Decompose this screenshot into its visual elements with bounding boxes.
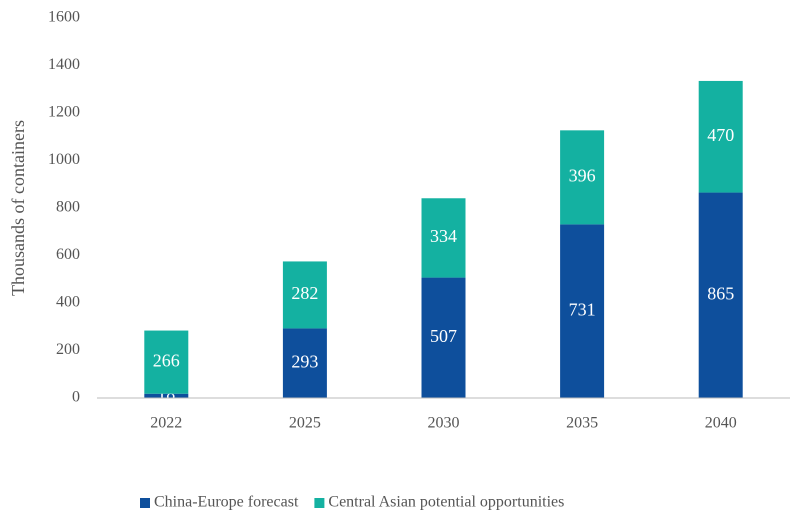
x-tick-label: 2040 (705, 415, 737, 432)
value-label: 282 (291, 283, 318, 303)
value-label: 865 (707, 283, 734, 303)
legend-swatch (314, 498, 325, 508)
x-tick-label: 2022 (150, 415, 182, 432)
bar-segment (421, 277, 466, 398)
x-tick-label: 2035 (566, 415, 598, 432)
y-tick-label: 200 (56, 341, 80, 358)
bar-segment (560, 224, 605, 398)
x-tick-label: 2030 (428, 415, 460, 432)
x-tick-label: 2025 (289, 415, 321, 432)
y-tick-label: 1000 (48, 151, 80, 168)
legend-swatch (140, 498, 150, 508)
bar-segment (698, 192, 743, 398)
value-label: 396 (569, 165, 596, 185)
bar-segment (421, 198, 466, 278)
bar-segment (144, 393, 189, 398)
value-label: 266 (153, 350, 180, 370)
y-tick-label: 1400 (48, 56, 80, 73)
bar-segment (144, 330, 189, 394)
value-label: 334 (430, 226, 457, 246)
y-tick-label: 0 (72, 389, 80, 406)
legend-label: China-Europe forecast (154, 494, 299, 511)
y-tick-label: 1200 (48, 104, 80, 121)
value-label: 731 (569, 299, 596, 319)
y-tick-label: 600 (56, 246, 80, 263)
bar-segment (560, 130, 605, 225)
value-label: 293 (291, 351, 318, 371)
y-tick-label: 400 (56, 294, 80, 311)
value-label: 470 (707, 125, 734, 145)
bar-segment (282, 328, 327, 398)
y-tick-label: 1600 (48, 9, 80, 26)
value-label: 507 (430, 326, 457, 346)
legend-label: Central Asian potential opportunities (328, 494, 564, 511)
y-axis-label: Thousands of containers (8, 120, 28, 296)
bar-segment (698, 80, 743, 193)
bar-segment (282, 261, 327, 329)
y-tick-label: 800 (56, 199, 80, 216)
